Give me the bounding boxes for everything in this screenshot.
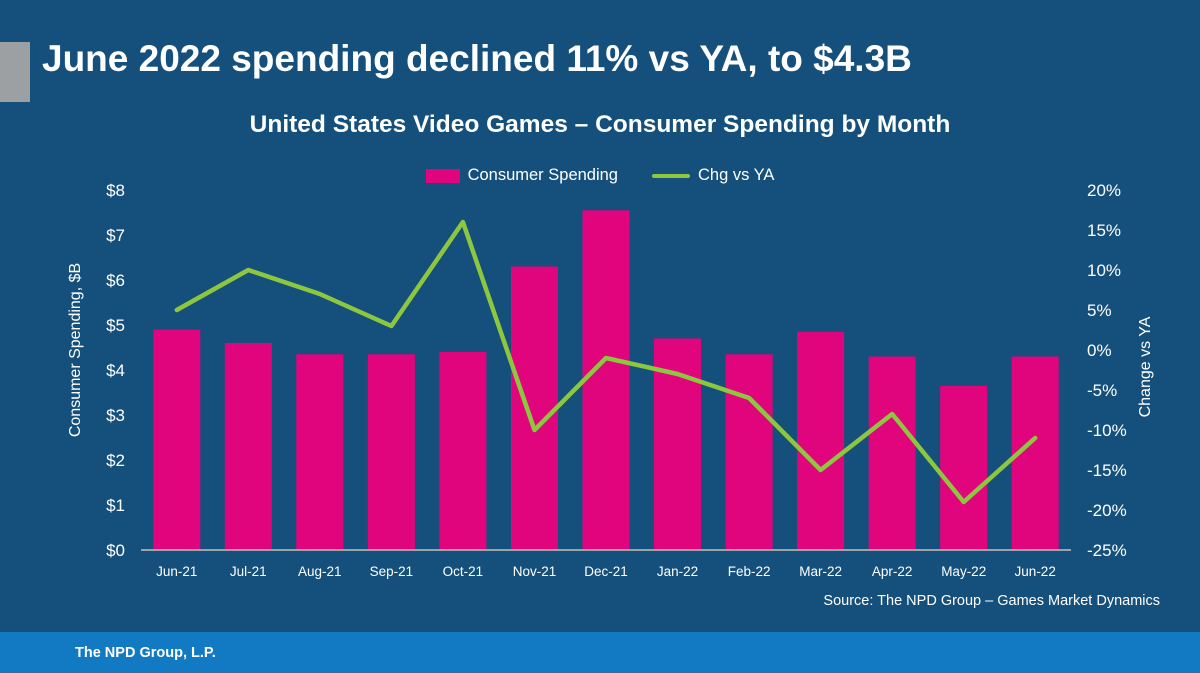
left-axis-tick-label: $1 — [106, 496, 125, 515]
legend-label: Consumer Spending — [467, 166, 618, 184]
right-axis-tick-label: -10% — [1087, 421, 1127, 440]
x-axis-label-Feb-22: Feb-22 — [728, 564, 771, 579]
source-note: Source: The NPD Group – Games Market Dyn… — [823, 593, 1160, 609]
left-axis-title: Consumer Spending, $B — [67, 263, 84, 437]
bar-Jun-21 — [153, 329, 201, 549]
legend-item-consumer-spending: Consumer Spending — [425, 166, 618, 185]
bar-Aug-21 — [296, 354, 344, 550]
chart-title: United States Video Games – Consumer Spe… — [249, 111, 951, 138]
legend-line-swatch-icon — [652, 173, 690, 178]
x-axis-label-Nov-21: Nov-21 — [513, 564, 557, 579]
line-chg-vs-ya — [174, 219, 1038, 505]
legend-label: Chg vs YA — [698, 166, 775, 184]
right-axis-tick-label: 5% — [1087, 301, 1112, 320]
right-axis-title: Change vs YA — [1137, 316, 1154, 417]
x-axis-label-Mar-22: Mar-22 — [799, 564, 842, 579]
footer: The NPD Group, L.P. — [0, 632, 1200, 673]
x-axis-label-Oct-21: Oct-21 — [443, 564, 484, 579]
bar-May-22 — [940, 385, 988, 550]
bar-Apr-22 — [868, 356, 916, 549]
bar-Sep-21 — [367, 354, 415, 550]
right-axis-ticks: 20% 15% 10% 5% 0% -5% -10% -15% -20% -25% — [1087, 181, 1127, 560]
left-axis-tick-label: $3 — [106, 406, 125, 425]
left-axis-tick-label: $6 — [106, 271, 125, 290]
x-axis-label-Jun-21: Jun-21 — [156, 564, 197, 579]
left-axis-tick-label: $7 — [106, 226, 125, 245]
x-axis-label-Jan-22: Jan-22 — [657, 564, 698, 579]
right-axis-tick-label: 15% — [1087, 221, 1121, 240]
chart-legend: Consumer Spending Chg vs YA — [0, 166, 1200, 185]
footer-company-name: The NPD Group, L.P. — [75, 644, 216, 661]
x-axis-label-Jun-22: Jun-22 — [1015, 564, 1056, 579]
right-axis-tick-label: -20% — [1087, 501, 1127, 520]
x-axis-label-Apr-22: Apr-22 — [872, 564, 913, 579]
left-axis-tick-label: $0 — [106, 541, 125, 560]
bar-Jul-21 — [224, 343, 272, 549]
bar-Feb-22 — [725, 354, 773, 550]
bar-Mar-22 — [797, 331, 845, 550]
right-axis-tick-label: -5% — [1087, 381, 1117, 400]
right-axis-tick-label: 0% — [1087, 341, 1112, 360]
right-axis-tick-label: 10% — [1087, 261, 1121, 280]
bar-Dec-21 — [582, 210, 630, 550]
bars-consumer-spending — [153, 210, 1059, 550]
left-axis-tick-label: $5 — [106, 316, 125, 335]
x-axis-label-May-22: May-22 — [941, 564, 986, 579]
title-accent-bar — [0, 42, 30, 102]
left-axis-tick-label: $2 — [106, 451, 125, 470]
right-axis-tick-label: -25% — [1087, 541, 1127, 560]
bar-Nov-21 — [511, 266, 558, 549]
right-axis-tick-label: 20% — [1087, 181, 1121, 200]
left-axis-tick-label: $8 — [106, 181, 125, 200]
bar-Oct-21 — [439, 352, 487, 549]
x-axis-label-Dec-21: Dec-21 — [584, 564, 628, 579]
left-axis-tick-label: $4 — [106, 361, 125, 380]
x-axis-label-Aug-21: Aug-21 — [298, 564, 342, 579]
page-title: June 2022 spending declined 11% vs YA, t… — [42, 38, 912, 79]
left-axis-ticks: $0 $1 $2 $3 $4 $5 $6 $7 $8 — [106, 181, 125, 560]
x-axis-labels: Jun-21 Jul-21 Aug-21 Sep-21 Oct-21 Nov-21 Dec-… — [156, 564, 1056, 579]
right-axis-tick-label: -15% — [1087, 461, 1127, 480]
legend-item-chg-vs-ya: Chg vs YA — [652, 166, 774, 185]
x-axis-label-Jul-21: Jul-21 — [230, 564, 267, 579]
legend-bar-swatch-icon — [425, 168, 460, 183]
x-axis-label-Sep-21: Sep-21 — [370, 564, 414, 579]
